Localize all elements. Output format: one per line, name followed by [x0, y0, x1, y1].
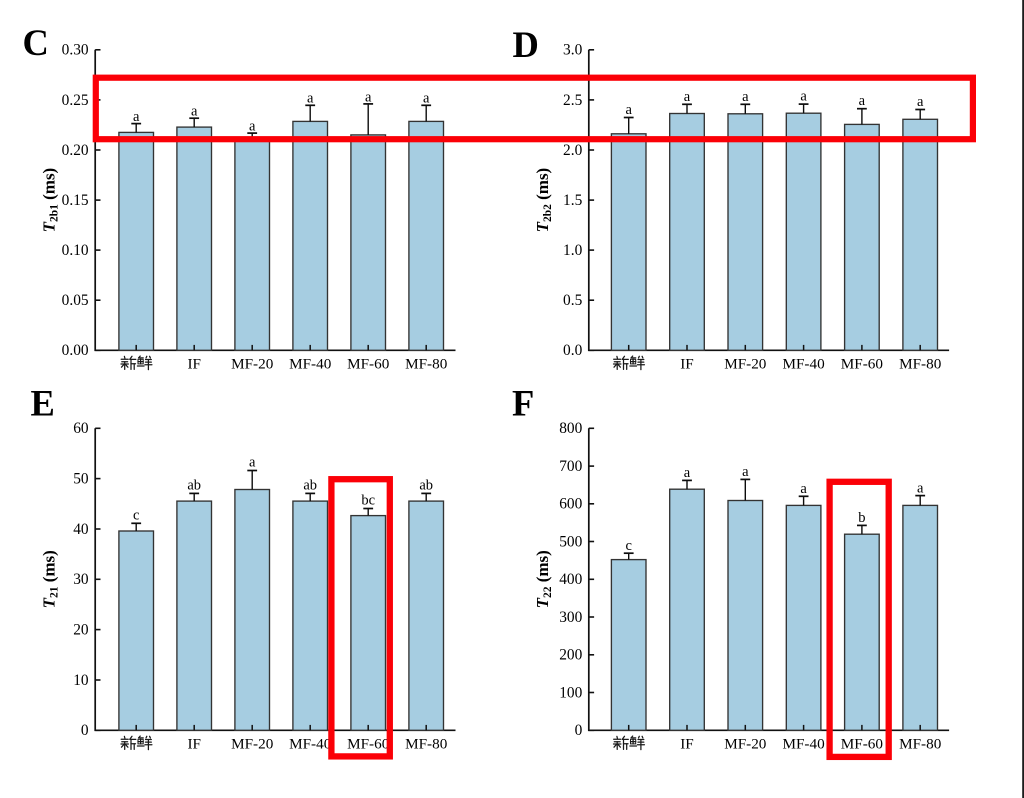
svg-text:10: 10	[73, 672, 89, 689]
svg-text:ab: ab	[187, 477, 201, 493]
svg-text:D: D	[513, 24, 539, 65]
svg-text:c: c	[625, 538, 631, 554]
svg-text:MF-60: MF-60	[841, 356, 884, 373]
svg-text:0.00: 0.00	[62, 342, 89, 359]
svg-text:T2b1 (ms): T2b1 (ms)	[40, 168, 61, 233]
svg-text:400: 400	[559, 571, 582, 588]
svg-text:MF-40: MF-40	[782, 736, 825, 753]
svg-text:a: a	[423, 91, 430, 107]
svg-text:IF: IF	[680, 736, 694, 753]
svg-text:ab: ab	[419, 477, 433, 493]
svg-text:0.05: 0.05	[62, 292, 89, 309]
svg-text:a: a	[684, 89, 691, 105]
svg-text:a: a	[917, 480, 924, 496]
svg-text:a: a	[800, 89, 807, 105]
svg-text:0.5: 0.5	[563, 292, 583, 309]
svg-text:700: 700	[559, 458, 582, 475]
svg-text:a: a	[191, 104, 198, 120]
svg-text:60: 60	[73, 420, 89, 437]
svg-text:MF-80: MF-80	[899, 736, 942, 753]
svg-text:E: E	[31, 382, 55, 423]
svg-text:MF-60: MF-60	[841, 736, 884, 753]
svg-text:20: 20	[73, 622, 89, 639]
svg-text:100: 100	[559, 684, 582, 701]
svg-text:800: 800	[559, 420, 582, 437]
svg-text:0.20: 0.20	[62, 142, 89, 159]
svg-text:IF: IF	[187, 736, 201, 753]
svg-text:C: C	[23, 22, 49, 63]
svg-text:a: a	[133, 109, 140, 125]
svg-text:F: F	[512, 382, 534, 423]
svg-text:MF-20: MF-20	[231, 356, 274, 373]
svg-text:MF-80: MF-80	[405, 356, 448, 373]
svg-text:T21 (ms): T21 (ms)	[40, 550, 61, 608]
svg-text:200: 200	[559, 647, 582, 664]
svg-text:a: a	[625, 102, 632, 118]
svg-text:T2b2 (ms): T2b2 (ms)	[533, 168, 554, 233]
svg-text:MF-40: MF-40	[289, 736, 332, 753]
svg-text:a: a	[684, 465, 691, 481]
svg-text:bc: bc	[361, 493, 375, 509]
svg-text:0: 0	[575, 722, 583, 739]
svg-text:a: a	[365, 89, 372, 105]
svg-text:a: a	[859, 93, 866, 109]
svg-text:a: a	[742, 89, 749, 105]
svg-text:0.0: 0.0	[563, 342, 583, 359]
svg-text:0.10: 0.10	[62, 242, 89, 259]
svg-text:c: c	[133, 507, 139, 523]
svg-text:2.5: 2.5	[563, 92, 583, 109]
svg-text:600: 600	[559, 496, 582, 513]
svg-text:0: 0	[81, 722, 89, 739]
svg-text:a: a	[249, 119, 256, 135]
svg-text:a: a	[249, 455, 256, 471]
svg-text:MF-80: MF-80	[405, 736, 448, 753]
svg-text:b: b	[858, 510, 865, 526]
svg-text:0.30: 0.30	[62, 42, 89, 59]
svg-text:ab: ab	[303, 477, 317, 493]
svg-text:1.0: 1.0	[563, 242, 583, 259]
svg-text:IF: IF	[187, 356, 201, 373]
svg-text:2.0: 2.0	[563, 142, 583, 159]
svg-text:3.0: 3.0	[563, 42, 583, 59]
svg-text:0.25: 0.25	[62, 92, 89, 109]
svg-text:a: a	[800, 481, 807, 497]
svg-text:500: 500	[559, 533, 582, 550]
svg-text:MF-80: MF-80	[899, 356, 942, 373]
svg-text:MF-40: MF-40	[782, 356, 825, 373]
svg-text:1.5: 1.5	[563, 192, 583, 209]
svg-text:MF-40: MF-40	[289, 356, 332, 373]
svg-text:40: 40	[73, 521, 89, 538]
svg-text:0.15: 0.15	[62, 192, 89, 209]
svg-text:30: 30	[73, 571, 89, 588]
svg-text:MF-20: MF-20	[231, 736, 274, 753]
svg-text:IF: IF	[680, 356, 694, 373]
svg-text:a: a	[742, 464, 749, 480]
svg-text:50: 50	[73, 471, 89, 488]
svg-text:a: a	[917, 94, 924, 110]
svg-text:MF-60: MF-60	[347, 736, 390, 753]
svg-text:MF-60: MF-60	[347, 356, 390, 373]
svg-text:300: 300	[559, 609, 582, 626]
svg-text:a: a	[307, 91, 314, 107]
svg-text:MF-20: MF-20	[724, 736, 767, 753]
svg-text:MF-20: MF-20	[724, 356, 767, 373]
svg-text:T22 (ms): T22 (ms)	[533, 550, 554, 608]
